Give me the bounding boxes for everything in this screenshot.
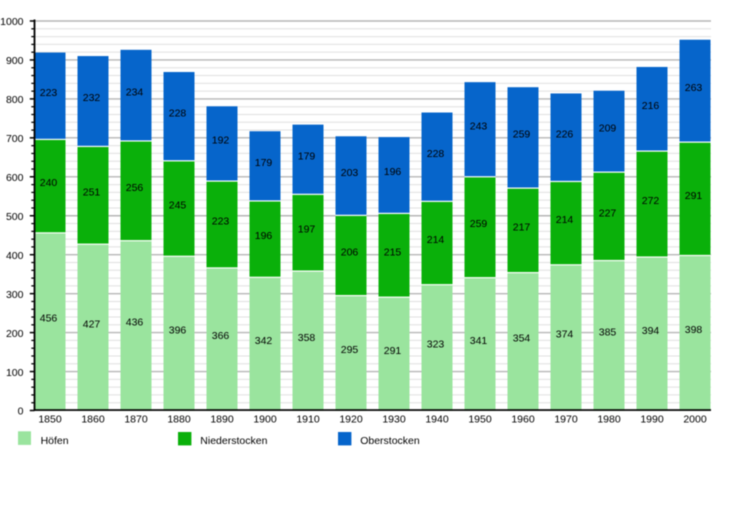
svg-text:396: 396: [169, 324, 187, 336]
svg-text:500: 500: [6, 211, 24, 223]
svg-text:223: 223: [40, 87, 58, 99]
svg-text:1860: 1860: [81, 413, 105, 425]
svg-text:400: 400: [6, 250, 24, 262]
svg-text:232: 232: [83, 92, 101, 104]
svg-text:394: 394: [642, 325, 660, 337]
svg-text:2000: 2000: [683, 413, 707, 425]
svg-text:800: 800: [6, 94, 24, 106]
svg-text:1920: 1920: [339, 413, 363, 425]
svg-text:226: 226: [556, 129, 574, 141]
svg-text:223: 223: [212, 216, 230, 228]
svg-text:196: 196: [255, 230, 273, 242]
svg-text:354: 354: [513, 333, 531, 345]
svg-text:398: 398: [685, 324, 703, 336]
svg-text:1000: 1000: [0, 16, 24, 28]
svg-text:1950: 1950: [468, 413, 492, 425]
svg-text:1980: 1980: [597, 413, 621, 425]
svg-text:1970: 1970: [554, 413, 578, 425]
svg-text:259: 259: [513, 129, 531, 141]
svg-text:374: 374: [556, 329, 574, 341]
svg-text:323: 323: [427, 339, 445, 351]
svg-text:234: 234: [126, 86, 144, 98]
svg-text:295: 295: [341, 344, 359, 356]
svg-text:1850: 1850: [38, 413, 62, 425]
svg-text:1870: 1870: [124, 413, 148, 425]
svg-text:214: 214: [427, 234, 445, 246]
svg-text:179: 179: [255, 157, 273, 169]
svg-text:436: 436: [126, 317, 144, 329]
svg-text:240: 240: [40, 177, 58, 189]
svg-text:228: 228: [427, 148, 445, 160]
svg-text:209: 209: [599, 122, 617, 134]
svg-text:196: 196: [384, 166, 402, 178]
svg-text:291: 291: [384, 345, 402, 357]
svg-text:1960: 1960: [511, 413, 535, 425]
svg-text:300: 300: [6, 289, 24, 301]
svg-text:206: 206: [341, 247, 359, 259]
svg-text:342: 342: [255, 335, 273, 347]
svg-text:217: 217: [513, 221, 531, 233]
svg-text:341: 341: [470, 335, 488, 347]
svg-text:1890: 1890: [210, 413, 234, 425]
svg-text:Oberstocken: Oberstocken: [360, 435, 420, 447]
svg-text:215: 215: [384, 246, 402, 258]
svg-text:192: 192: [212, 135, 230, 147]
svg-text:358: 358: [298, 332, 316, 344]
svg-text:228: 228: [169, 107, 187, 119]
svg-text:245: 245: [169, 200, 187, 212]
svg-text:1940: 1940: [425, 413, 449, 425]
svg-text:100: 100: [6, 367, 24, 379]
svg-text:Höfen: Höfen: [41, 435, 69, 447]
svg-text:700: 700: [6, 133, 24, 145]
svg-text:263: 263: [685, 82, 703, 94]
svg-text:272: 272: [642, 195, 660, 207]
svg-text:427: 427: [83, 318, 101, 330]
svg-text:200: 200: [6, 328, 24, 340]
svg-text:203: 203: [341, 167, 359, 179]
svg-text:259: 259: [470, 218, 488, 230]
svg-text:291: 291: [685, 190, 703, 202]
svg-text:1910: 1910: [296, 413, 320, 425]
svg-text:1930: 1930: [382, 413, 406, 425]
svg-text:1880: 1880: [167, 413, 191, 425]
svg-text:256: 256: [126, 182, 144, 194]
svg-text:0: 0: [18, 406, 24, 418]
svg-text:243: 243: [470, 121, 488, 133]
svg-text:216: 216: [642, 100, 660, 112]
svg-text:214: 214: [556, 214, 574, 226]
svg-text:227: 227: [599, 207, 617, 219]
svg-text:1900: 1900: [253, 413, 277, 425]
svg-text:600: 600: [6, 172, 24, 184]
svg-text:Niederstocken: Niederstocken: [200, 435, 267, 447]
svg-text:900: 900: [6, 55, 24, 67]
svg-text:179: 179: [298, 151, 316, 163]
svg-text:456: 456: [40, 313, 58, 325]
svg-text:366: 366: [212, 330, 230, 342]
svg-text:251: 251: [83, 186, 101, 198]
svg-text:1990: 1990: [640, 413, 664, 425]
svg-text:197: 197: [298, 224, 316, 236]
svg-text:385: 385: [599, 327, 617, 339]
